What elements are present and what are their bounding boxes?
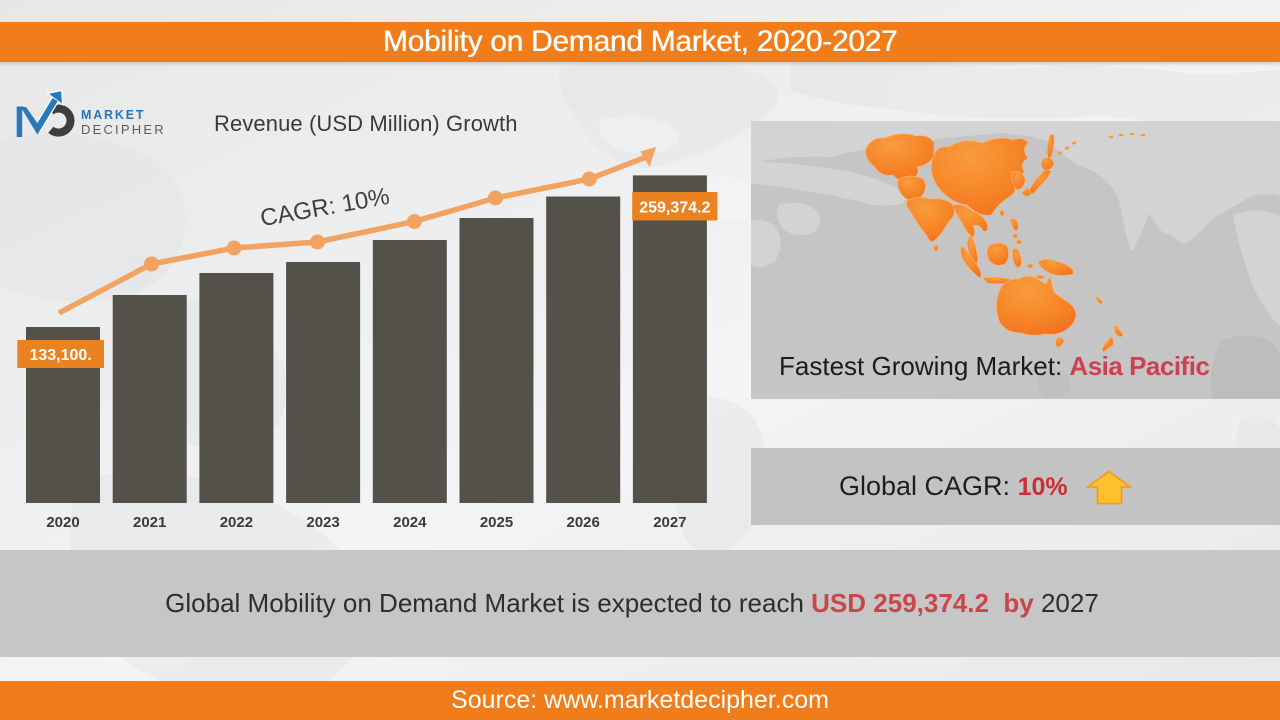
svg-text:133,100.: 133,100.	[29, 347, 91, 364]
svg-text:2025: 2025	[480, 514, 513, 531]
svg-text:DECIPHER: DECIPHER	[81, 122, 166, 137]
svg-text:2023: 2023	[306, 514, 339, 531]
svg-text:2020: 2020	[46, 514, 79, 531]
svg-text:2027: 2027	[653, 514, 686, 531]
svg-text:MARKET: MARKET	[81, 108, 145, 122]
svg-text:2024: 2024	[393, 514, 427, 531]
svg-text:CAGR: 10%: CAGR: 10%	[258, 183, 391, 232]
svg-text:Fastest Growing Market: Asia P: Fastest Growing Market: Asia Pacific	[779, 351, 1209, 381]
svg-text:2021: 2021	[133, 514, 166, 531]
svg-text:2026: 2026	[567, 514, 600, 531]
svg-text:2022: 2022	[220, 514, 253, 531]
svg-text:259,374.2: 259,374.2	[639, 200, 710, 217]
